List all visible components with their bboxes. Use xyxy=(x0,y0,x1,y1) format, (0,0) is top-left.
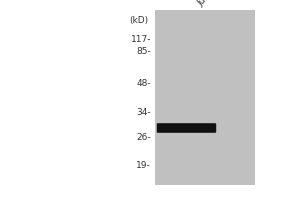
Bar xyxy=(155,10,255,185)
Text: 19-: 19- xyxy=(136,160,151,169)
Text: 26-: 26- xyxy=(136,134,151,142)
Text: Jurkat: Jurkat xyxy=(196,0,220,8)
Text: 85-: 85- xyxy=(136,47,151,56)
Text: 34-: 34- xyxy=(136,108,151,116)
FancyBboxPatch shape xyxy=(157,123,216,133)
Text: 48-: 48- xyxy=(136,78,151,88)
Text: (kD): (kD) xyxy=(129,16,148,24)
Text: 117-: 117- xyxy=(130,36,151,45)
